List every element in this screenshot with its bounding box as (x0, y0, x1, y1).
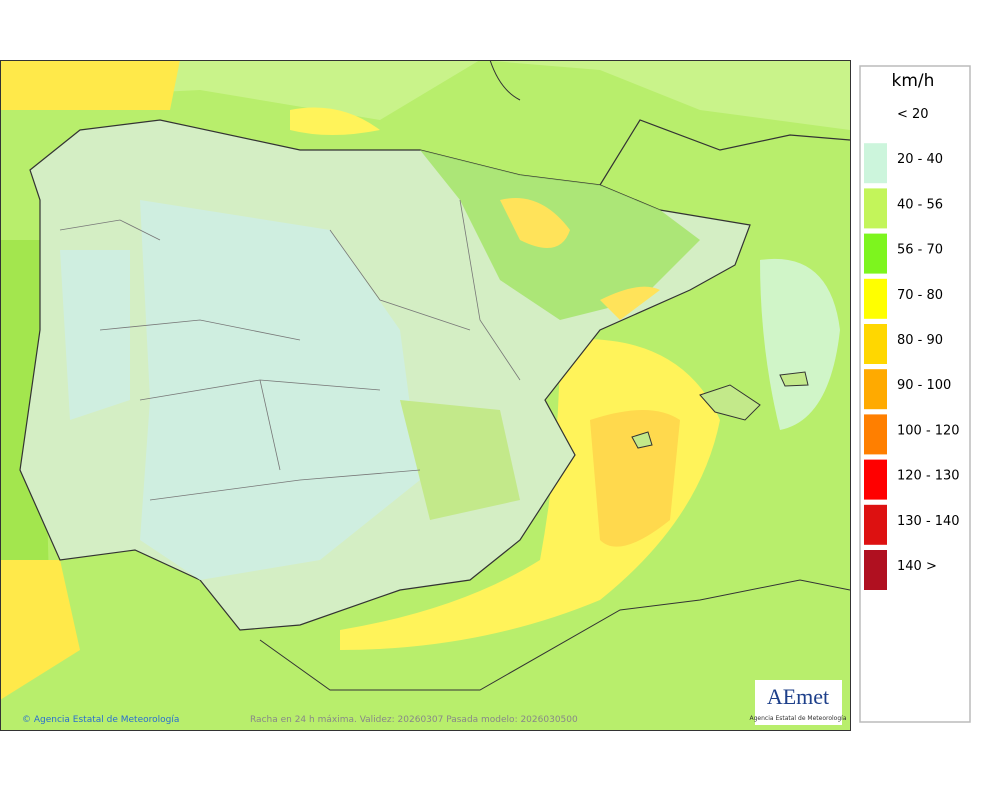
legend-label: 90 - 100 (897, 378, 951, 393)
map-frame (0, 60, 851, 731)
legend-label: 56 - 70 (897, 243, 943, 258)
legend-items: < 20 20 - 40 40 - 56 56 - 70 70 - 80 80 - 90 9… (864, 98, 960, 590)
legend-label: 140 > (897, 559, 937, 574)
legend-label: 70 - 80 (897, 288, 943, 303)
legend-swatch (864, 188, 887, 229)
logo-box (755, 680, 842, 725)
legend-label: 20 - 40 (897, 152, 943, 167)
caption: Racha en 24 h máxima. Validez: 20260307 … (250, 715, 578, 725)
legend-label: < 20 (897, 107, 929, 122)
credit: © Agencia Estatal de Meteorología (22, 715, 179, 725)
legend-swatch (864, 414, 887, 455)
legend-label: 130 - 140 (897, 514, 960, 529)
logo-subtitle: Agencia Estatal de Meteorología (750, 715, 847, 722)
map (0, 60, 850, 730)
legend-label: 120 - 130 (897, 469, 960, 484)
legend-swatch (864, 324, 887, 364)
legend-label: 40 - 56 (897, 197, 943, 212)
legend-swatch (864, 550, 887, 590)
legend-swatch (864, 98, 887, 138)
legend-label: 100 - 120 (897, 423, 960, 438)
legend-swatch (864, 233, 887, 274)
legend-label: 80 - 90 (897, 333, 943, 348)
legend-swatch (864, 369, 887, 410)
legend-title: km/h (892, 71, 935, 91)
legend-swatch (864, 504, 887, 545)
legend-swatch (864, 278, 887, 319)
legend-swatch (864, 143, 887, 184)
logo: AEmet (767, 684, 829, 709)
legend-swatch (864, 459, 887, 500)
